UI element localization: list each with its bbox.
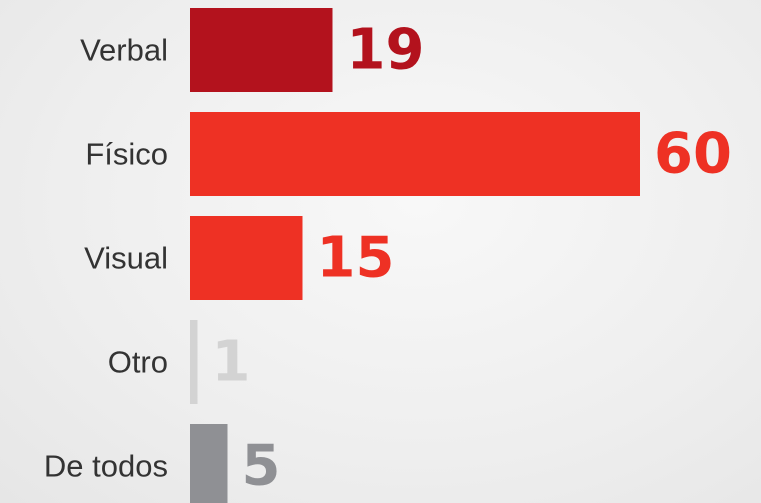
bar-otro: [190, 320, 198, 404]
category-label-visual: Visual: [84, 241, 168, 276]
bar-visual: [190, 216, 303, 300]
category-label-fisico: Físico: [85, 137, 168, 172]
value-label-de-todos: 5: [242, 434, 281, 499]
value-label-fisico: 60: [654, 122, 732, 187]
bar-de-todos: [190, 424, 228, 503]
bar-verbal: [190, 8, 333, 92]
category-label-otro: Otro: [108, 345, 168, 380]
value-label-verbal: 19: [347, 18, 425, 83]
category-label-verbal: Verbal: [80, 33, 168, 68]
value-label-otro: 1: [212, 330, 251, 395]
bar-fisico: [190, 112, 640, 196]
category-label-de-todos: De todos: [44, 449, 168, 484]
value-label-visual: 15: [317, 226, 395, 291]
